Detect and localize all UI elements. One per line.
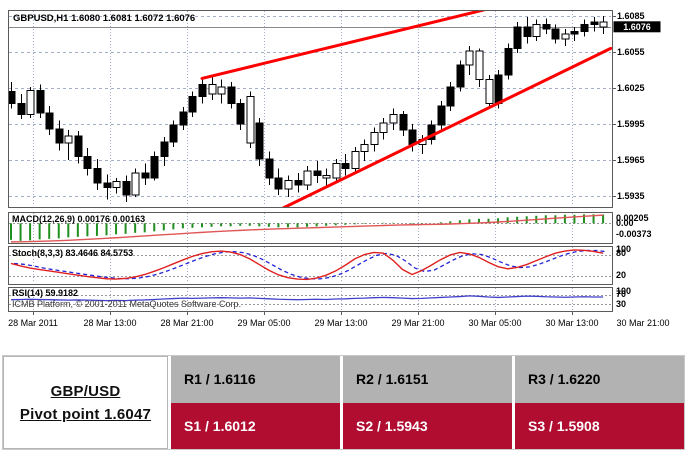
resistance-1-cell: R1 / 1.6116 — [171, 356, 340, 403]
svg-text:1.6076: 1.6076 — [623, 22, 651, 32]
svg-text:29 Mar 21:00: 29 Mar 21:00 — [391, 318, 444, 328]
svg-text:1.6085: 1.6085 — [617, 11, 645, 21]
instrument-label: GBP/USD — [50, 382, 121, 400]
pivot-table: GBP/USD Pivot point 1.6047 R1 / 1.6116 R… — [3, 356, 684, 449]
support-3-cell: S3 / 1.5908 — [515, 402, 684, 449]
support-1-cell: S1 / 1.6012 — [171, 402, 340, 449]
svg-text:30 Mar 21:00: 30 Mar 21:00 — [616, 318, 669, 328]
svg-text:28 Mar 13:00: 28 Mar 13:00 — [83, 318, 136, 328]
svg-text:1.6055: 1.6055 — [617, 47, 645, 57]
svg-text:ICMB Platform, © 2001-2011 Met: ICMB Platform, © 2001-2011 MetaQuotes So… — [12, 299, 241, 309]
svg-text:1.5995: 1.5995 — [617, 119, 645, 129]
svg-text:29 Mar 13:00: 29 Mar 13:00 — [314, 318, 367, 328]
svg-text:100: 100 — [616, 244, 631, 254]
resistance-3-cell: R3 / 1.6220 — [515, 356, 684, 403]
support-2-cell: S2 / 1.5943 — [343, 402, 512, 449]
svg-text:1.6025: 1.6025 — [617, 83, 645, 93]
svg-text:1.5965: 1.5965 — [617, 155, 645, 165]
svg-text:28 Mar 2011: 28 Mar 2011 — [8, 318, 58, 328]
svg-text:30 Mar 05:00: 30 Mar 05:00 — [468, 318, 521, 328]
svg-text:30 Mar 13:00: 30 Mar 13:00 — [545, 318, 598, 328]
price-chart: 1.6085 1.6055 1.6025 1.5995 1.5965 1.5935 1.60… — [8, 10, 670, 328]
svg-text:70: 70 — [616, 289, 626, 299]
svg-text:-0.00373: -0.00373 — [616, 229, 652, 239]
svg-text:0.00: 0.00 — [616, 218, 634, 228]
pivot-point-label: Pivot point 1.6047 — [19, 405, 152, 423]
svg-text:1.5935: 1.5935 — [617, 191, 645, 201]
svg-text:20: 20 — [616, 270, 626, 280]
svg-text:RSI(14) 59.9182: RSI(14) 59.9182 — [12, 288, 78, 298]
svg-text:Stoch(8,3,3) 83.4646 84.5753: Stoch(8,3,3) 83.4646 84.5753 — [12, 248, 133, 258]
svg-text:MACD(12,26,9) 0.00176 0.00163: MACD(12,26,9) 0.00176 0.00163 — [12, 214, 145, 224]
chart-svg: 1.6085 1.6055 1.6025 1.5995 1.5965 1.5935 1.60… — [8, 10, 670, 328]
svg-text:28 Mar 21:00: 28 Mar 21:00 — [160, 318, 213, 328]
svg-text:GBPUSD,H1 1.6080 1.6081 1.607: GBPUSD,H1 1.6080 1.6081 1.6072 1.6076 — [13, 13, 195, 24]
svg-text:29 Mar 05:00: 29 Mar 05:00 — [237, 318, 290, 328]
pivot-instrument-cell: GBP/USD Pivot point 1.6047 — [3, 356, 168, 449]
svg-text:100: 100 — [616, 286, 631, 296]
svg-text:30: 30 — [616, 299, 626, 309]
svg-text:80: 80 — [616, 248, 626, 258]
svg-text:0.00205: 0.00205 — [616, 213, 649, 223]
resistance-2-cell: R2 / 1.6151 — [343, 356, 512, 403]
